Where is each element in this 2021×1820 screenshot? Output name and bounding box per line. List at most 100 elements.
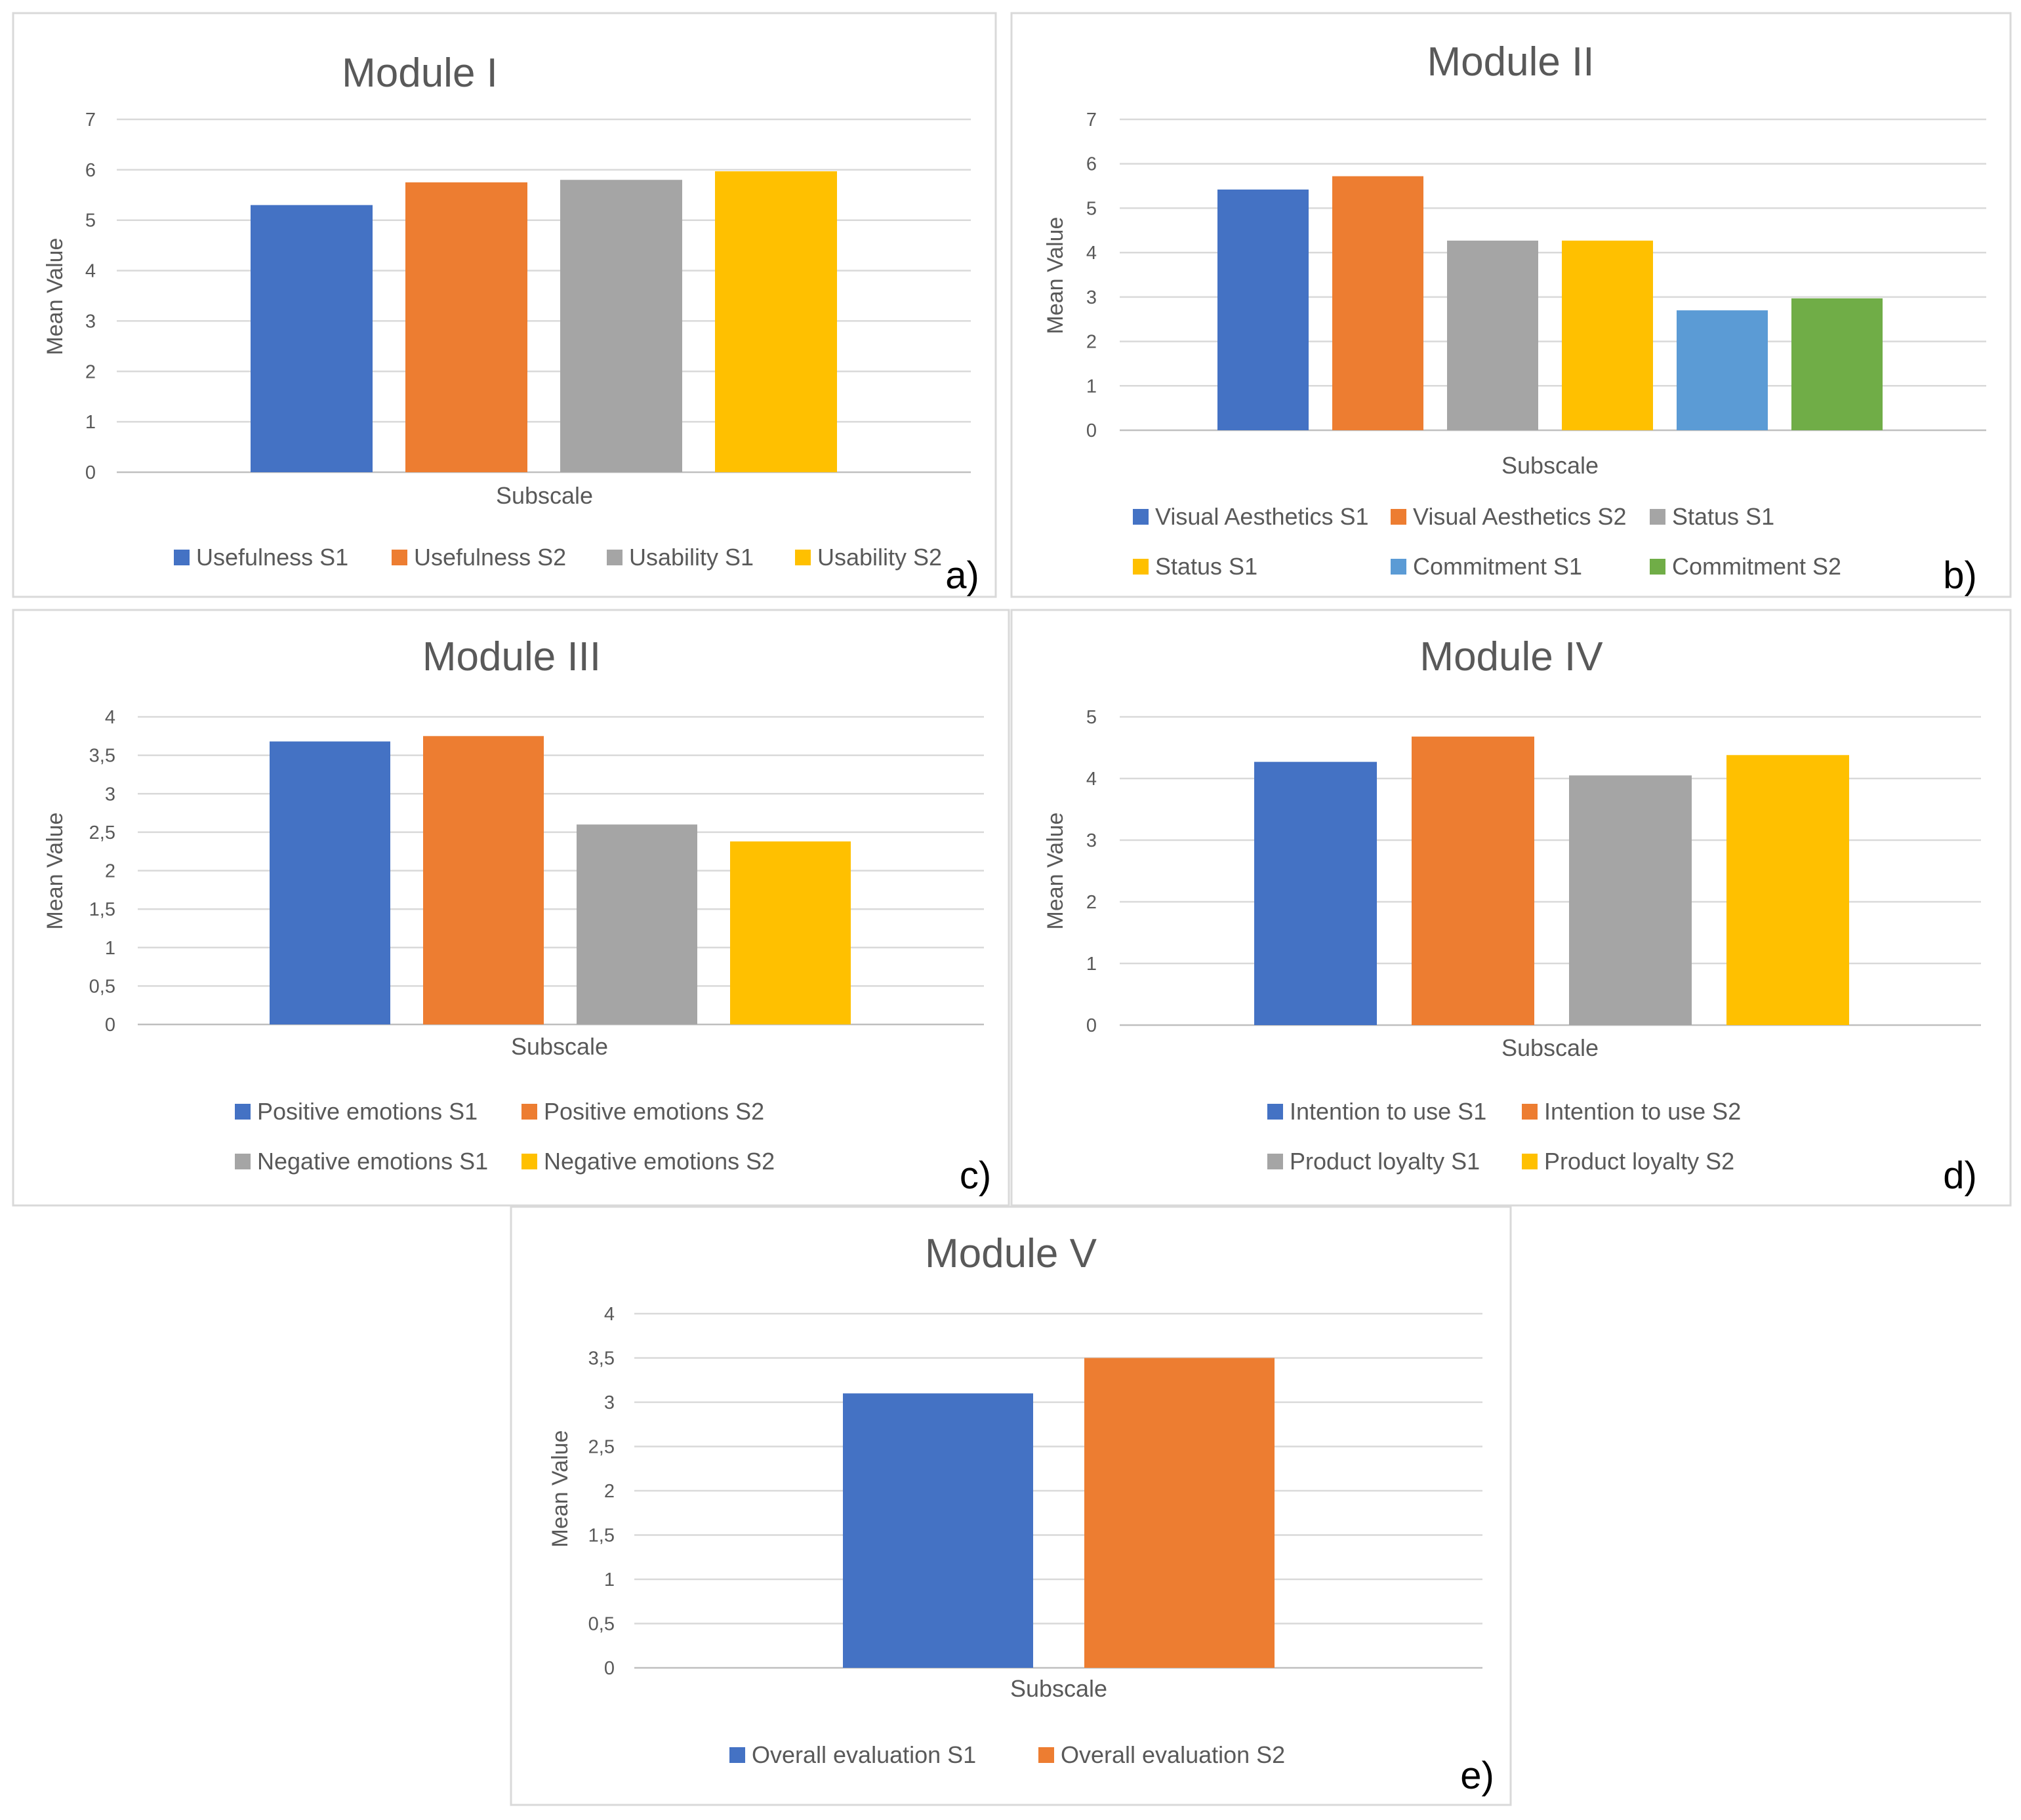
chart-4: Module IV 0 1 2 3 4 5 Subscale Mean Value Intenti…	[1010, 609, 2012, 1207]
bar-3	[1447, 240, 1538, 430]
panel-label: d)	[1943, 1154, 1977, 1197]
legend-swatch	[1267, 1154, 1283, 1169]
legend-entry: Negative emotions S1	[257, 1148, 488, 1175]
bar-1	[843, 1393, 1033, 1668]
bar-4	[1562, 240, 1653, 430]
y-tick-label: 6	[1086, 154, 1097, 175]
y-tick-label: 0	[1086, 420, 1097, 441]
legend-swatch	[174, 550, 190, 565]
legend-entry: Positive emotions S1	[257, 1098, 478, 1125]
y-axis-title: Mean Value	[43, 813, 68, 930]
y-tick-label: 4	[604, 1304, 615, 1325]
legend-swatch	[1133, 559, 1149, 575]
bar-3	[1569, 775, 1692, 1025]
legend: Intention to use S1 Intention to use S2 Pr…	[1267, 1098, 1741, 1175]
y-axis-title: Mean Value	[43, 238, 68, 355]
legend-entry: Intention to use S2	[1544, 1098, 1741, 1125]
y-tick-label: 4	[1086, 769, 1097, 790]
bar-2	[1332, 176, 1423, 430]
chart-3: Module III 0 0,5 1 1,5 2 2,5 3 3,5 4 Subscale Mean …	[12, 609, 1010, 1207]
y-tick-label: 4	[85, 261, 96, 282]
legend-swatch	[1522, 1104, 1538, 1120]
panel-label: b)	[1943, 554, 1977, 597]
legend: Overall evaluation S1 Overall evaluation …	[729, 1741, 1285, 1768]
bar-1	[1217, 189, 1309, 430]
panel-label: a)	[945, 554, 979, 597]
bar-4	[730, 841, 851, 1024]
legend-swatch	[1391, 509, 1406, 525]
y-tick-label: 7	[85, 110, 96, 131]
chart-title: Module V	[925, 1231, 1097, 1276]
legend-entry: Commitment S2	[1672, 553, 1841, 580]
legend: Usefulness S1 Usefulness S2 Usability S1 Us…	[174, 544, 942, 571]
bar-1	[270, 741, 390, 1024]
y-tick-label: 2	[1086, 332, 1097, 353]
legend-entry: Intention to use S1	[1290, 1098, 1486, 1125]
chart-1: Module I 0 1 2 3 4 5 6 7 Subscale Mean Value Useful…	[12, 12, 997, 598]
x-axis-title: Subscale	[1501, 1034, 1599, 1061]
legend-entry: Usability S1	[629, 544, 754, 571]
bar-2	[1084, 1358, 1275, 1668]
y-tick-label: 1	[1086, 376, 1097, 397]
y-axis-title: Mean Value	[1043, 813, 1068, 930]
bar-1	[251, 205, 373, 472]
bar-3	[577, 824, 697, 1024]
y-tick-label: 1	[85, 412, 96, 433]
chart-title: Module I	[342, 51, 498, 96]
y-tick-label: 2,5	[588, 1437, 615, 1458]
y-tick-label: 0	[604, 1658, 615, 1679]
legend-entry: Usefulness S2	[414, 544, 566, 571]
y-tick-label: 1	[105, 938, 115, 959]
y-tick-label: 5	[85, 211, 96, 232]
y-tick-label: 0,5	[89, 976, 115, 997]
y-axis-title: Mean Value	[1043, 217, 1068, 334]
y-tick-label: 7	[1086, 110, 1097, 131]
bar-4	[715, 171, 837, 472]
legend-swatch	[1391, 559, 1406, 575]
legend-entry: Usability S2	[817, 544, 942, 571]
legend-swatch	[521, 1104, 537, 1120]
y-tick-label: 0,5	[588, 1614, 615, 1635]
x-axis-title: Subscale	[1010, 1675, 1107, 1702]
bar-2	[423, 736, 544, 1024]
legend-entry: Product loyalty S2	[1544, 1148, 1734, 1175]
y-tick-label: 4	[1086, 243, 1097, 264]
legend-swatch	[1650, 559, 1665, 575]
y-tick-label: 1	[1086, 954, 1097, 975]
bar-5	[1677, 310, 1768, 430]
y-tick-label: 2	[85, 361, 96, 382]
bar-4	[1726, 755, 1849, 1025]
y-tick-label: 4	[105, 707, 115, 728]
bar-2	[1412, 737, 1534, 1025]
legend-swatch	[795, 550, 811, 565]
chart-title: Module II	[1427, 39, 1594, 85]
y-tick-label: 3	[1086, 830, 1097, 851]
legend-entry: Status S1	[1155, 553, 1257, 580]
x-axis-title: Subscale	[1501, 452, 1599, 479]
legend-swatch	[1650, 509, 1665, 525]
y-tick-label: 1,5	[89, 899, 115, 920]
y-tick-label: 3,5	[89, 746, 115, 767]
y-tick-label: 3	[1086, 287, 1097, 308]
legend-entry: Status S1	[1672, 503, 1774, 530]
chart-title: Module IV	[1419, 634, 1603, 679]
y-tick-label: 1	[604, 1569, 615, 1590]
legend-entry: Usefulness S1	[196, 544, 348, 571]
chart-title: Module III	[422, 634, 601, 679]
y-tick-label: 3	[85, 311, 96, 332]
y-tick-label: 0	[85, 462, 96, 483]
legend-entry: Overall evaluation S2	[1061, 1741, 1285, 1768]
legend-swatch	[1133, 509, 1149, 525]
bar-3	[560, 180, 682, 472]
y-tick-label: 3,5	[588, 1348, 615, 1369]
x-axis-title: Subscale	[496, 482, 593, 509]
x-axis-title: Subscale	[511, 1033, 608, 1060]
bar-6	[1791, 298, 1883, 430]
legend-entry: Commitment S1	[1413, 553, 1582, 580]
legend-entry: Visual Aesthetics S2	[1413, 503, 1627, 530]
chart-2: Module II 0 1 2 3 4 5 6 7 Subscale Mean Value Visua…	[1010, 12, 2012, 598]
y-tick-label: 3	[604, 1392, 615, 1413]
legend-swatch	[1522, 1154, 1538, 1169]
legend-entry: Overall evaluation S1	[752, 1741, 976, 1768]
